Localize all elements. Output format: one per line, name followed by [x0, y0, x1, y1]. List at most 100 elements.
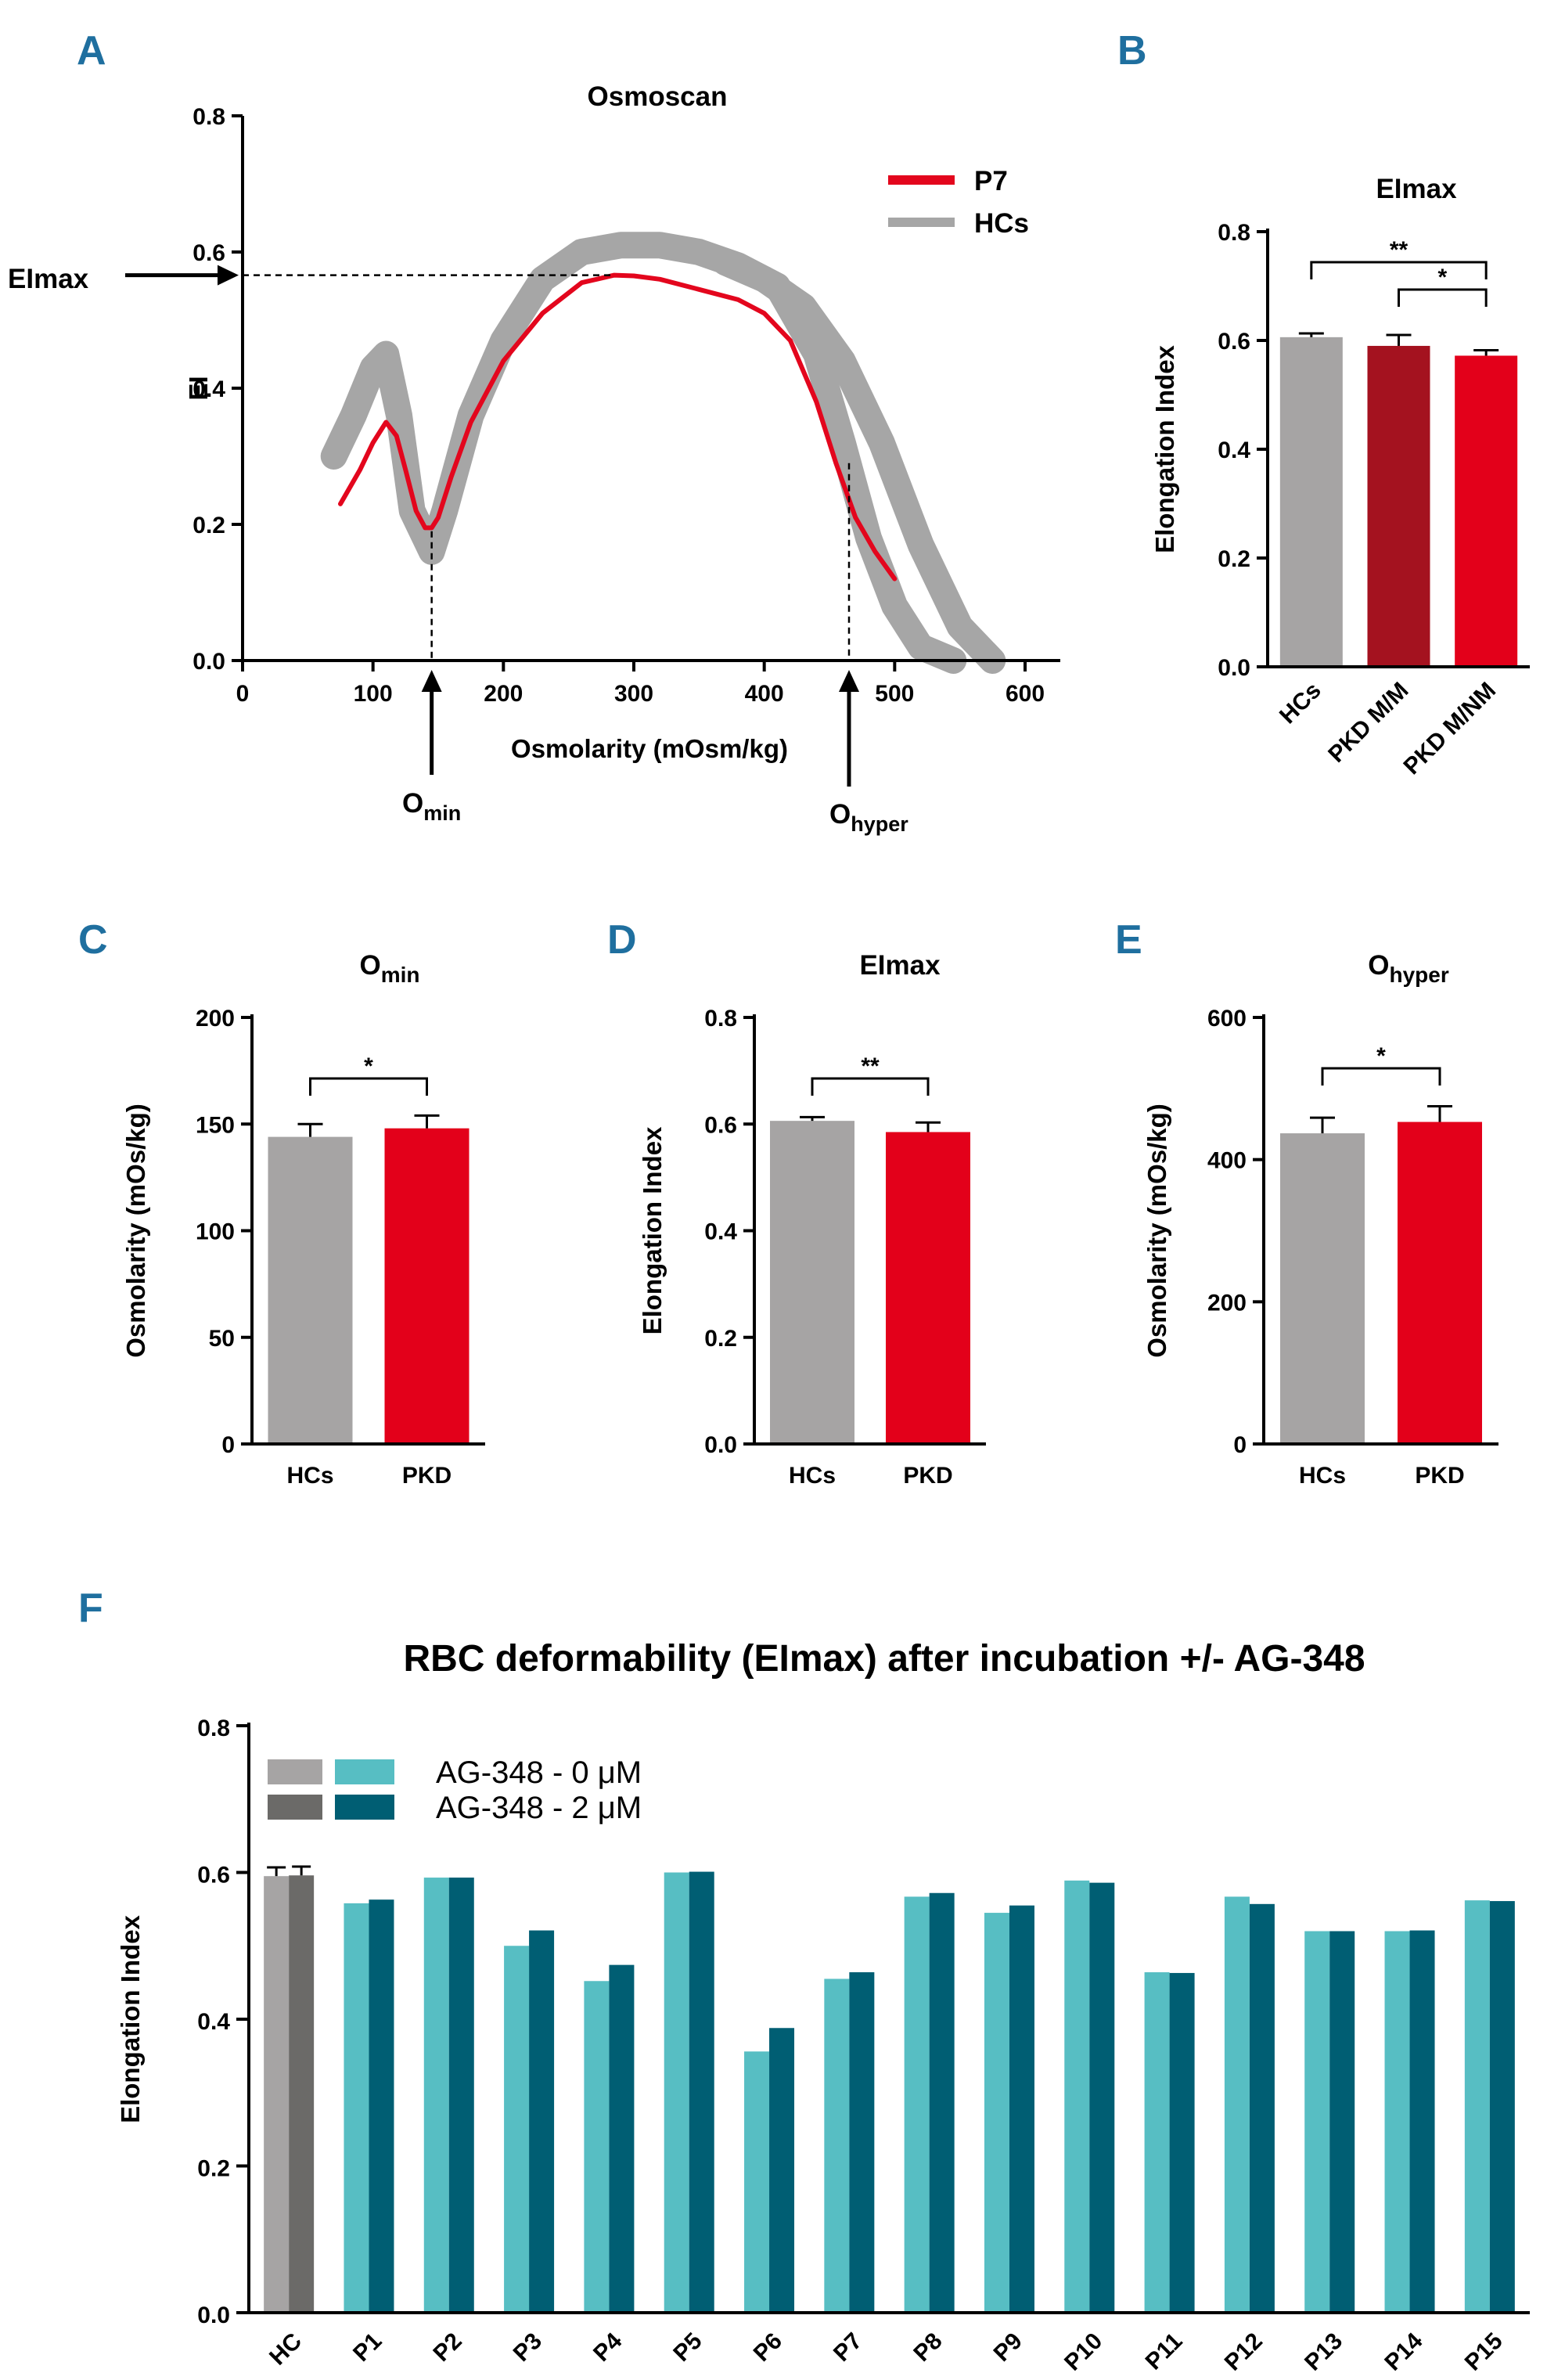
ohyper-arrow-head	[839, 670, 859, 692]
panel-d-y-tick-label: 0.8	[704, 1006, 737, 1032]
panel-e-significance-label: *	[1376, 1043, 1386, 1069]
panel-a-x-tick-label: 100	[354, 681, 393, 707]
panel-a-x-tick-label: 300	[614, 681, 653, 707]
legend-hcs-label: HCs	[974, 208, 1029, 239]
panel-f-bar-hc-0um	[264, 1876, 290, 2313]
panel-e-x-tick-label: HCs	[1299, 1463, 1346, 1489]
panel-c-x-tick-label: PKD	[402, 1463, 452, 1489]
omin-arrow-head	[421, 670, 442, 692]
panel-b-y-tick-label: 0.6	[1218, 329, 1250, 355]
panel-f-bar-p14-0um	[1384, 1931, 1410, 2313]
panel-f-bar-p13-2um	[1329, 1931, 1355, 2313]
panel-f-bar-p3-0um	[504, 1946, 530, 2313]
panel-f-y-tick-label: 0.4	[197, 2009, 230, 2035]
panel-c-label: C	[78, 917, 108, 963]
panel-f-y-tick-label: 0.6	[197, 1863, 230, 1889]
panel-c-y-tick-label: 150	[196, 1112, 235, 1138]
panel-f-y-tick-label: 0.0	[197, 2303, 230, 2328]
panel-f-bar-p3-2um	[529, 1930, 555, 2313]
panel-a-title: Osmoscan	[588, 81, 728, 112]
elmax-annotation-label: EImax	[8, 264, 89, 294]
panel-d-axes	[753, 1014, 986, 1446]
panel-e-x-tick-label: PKD	[1415, 1463, 1464, 1489]
panel-d-x-tick-label: PKD	[903, 1463, 952, 1489]
panel-f-legend-patient-swatch	[335, 1795, 394, 1820]
panel-f: F RBC deformability (EImax) after incuba…	[78, 1586, 1530, 2376]
panel-f-bar-hc-2um	[289, 1875, 315, 2313]
panel-c: C Omin 0 50 100 150 200 HCs PKD * Osmolarity (mOs…	[78, 917, 485, 1489]
panel-d-significance-label: **	[861, 1053, 880, 1079]
panel-a-x-label: Osmolarity (mOsm/kg)	[511, 734, 788, 763]
panel-c-title: Omin	[359, 950, 419, 987]
panel-b-y-label: Elongation Index	[1150, 344, 1179, 553]
hcs-line	[711, 249, 1006, 674]
panel-f-bar-p12-0um	[1224, 1896, 1250, 2313]
panel-a-x-tick-label: 500	[875, 681, 914, 707]
panel-d-y-tick-label: 0.2	[704, 1326, 737, 1352]
panel-f-bar-p5-2um	[689, 1871, 714, 2313]
panel-b-y-tick-label: 0.2	[1218, 546, 1250, 572]
panel-e-title: Ohyper	[1368, 950, 1449, 987]
panel-d: D EImax 0.0 0.2 0.4 0.6 0.8 HCs PKD ** Elongation…	[607, 917, 986, 1489]
panel-f-legend-patient-swatch	[335, 1759, 394, 1784]
panel-f-bar-p13-0um	[1304, 1931, 1330, 2313]
panel-e-y-tick-label: 600	[1207, 1006, 1247, 1032]
panel-c-plot: Omin 0 50 100 150 200 HCs PKD * Osmolarity (mOs/k…	[121, 950, 485, 1489]
panel-d-y-tick-label: 0.6	[704, 1112, 737, 1138]
panel-e-bar-hcs	[1280, 1133, 1365, 1444]
panel-a-x-ticks: 0 100 200 300 400 500 600	[236, 661, 1045, 707]
panel-f-bar-p1-0um	[344, 1903, 369, 2313]
panel-f-bar-p11-0um	[1144, 1972, 1170, 2313]
panel-d-y-tick-label: 0.0	[704, 1432, 737, 1458]
legend-p7-label: P7	[974, 166, 1008, 196]
panel-f-bar-p10-0um	[1064, 1880, 1090, 2313]
panel-a-label: A	[77, 28, 106, 74]
panel-f-y-tick-label: 0.2	[197, 2156, 230, 2182]
panel-d-plot: EImax 0.0 0.2 0.4 0.6 0.8 HCs PKD ** Elongation I…	[638, 950, 986, 1489]
panel-f-bar-p8-2um	[929, 1892, 955, 2313]
panel-d-title: EImax	[859, 950, 941, 981]
panel-a-annotations: EImax Omin Ohyper	[8, 264, 908, 836]
panel-f-legend-label: AG-348 - 0 μM	[436, 1755, 642, 1790]
panel-b-title: EImax	[1376, 174, 1457, 204]
panel-f-legend-label: AG-348 - 2 μM	[436, 1791, 642, 1825]
panel-c-y-label: Osmolarity (mOs/kg)	[121, 1104, 150, 1358]
panel-f-axes	[247, 1723, 1530, 2314]
panel-f-bar-p1-2um	[369, 1899, 394, 2313]
panel-f-bar-p15-2um	[1489, 1901, 1515, 2313]
omin-annotation-label: Omin	[402, 788, 461, 825]
panel-b-bar-pkd-m-m	[1367, 345, 1430, 667]
panel-f-bar-p2-2um	[448, 1878, 474, 2313]
panel-b-y-tick-label: 0.0	[1218, 655, 1250, 681]
panel-c-y-tick-label: 50	[209, 1326, 235, 1352]
hcs-line	[320, 232, 967, 674]
panel-f-bar-p9-2um	[1009, 1905, 1034, 2313]
panel-f-bar-p11-2um	[1169, 1972, 1195, 2313]
panel-f-bar-p12-2um	[1249, 1903, 1275, 2313]
panel-a-x-tick-label: 400	[745, 681, 784, 707]
panel-f-bar-p5-0um	[664, 1872, 689, 2313]
panel-f-y-label: Elongation Index	[116, 1914, 145, 2123]
panel-e-label: E	[1115, 917, 1142, 963]
panel-d-y-label: Elongation Index	[638, 1126, 667, 1334]
panel-c-axes	[250, 1014, 485, 1446]
panel-f-bar-p2-0um	[423, 1878, 449, 2313]
panel-f-bar-p14-2um	[1409, 1930, 1435, 2313]
panel-f-bar-p15-0um	[1464, 1900, 1490, 2313]
panel-b-significance-label: **	[1390, 237, 1408, 263]
panel-b-bar-hcs	[1279, 337, 1343, 667]
p7-line	[338, 272, 898, 581]
panel-d-y-tick-label: 0.4	[704, 1219, 737, 1245]
panel-c-y-tick-label: 0	[221, 1432, 235, 1458]
panel-e-y-label: Osmolarity (mOs/kg)	[1142, 1104, 1171, 1358]
panel-c-y-tick-label: 200	[196, 1006, 235, 1032]
panel-f-y-tick-label: 0.8	[197, 1716, 230, 1741]
panel-f-bar-p7-0um	[824, 1979, 850, 2313]
panel-a-y-label: EI	[184, 376, 213, 400]
panel-d-bar-pkd	[886, 1132, 970, 1444]
panel-c-y-tick-label: 100	[196, 1219, 235, 1245]
panel-f-bar-p4-2um	[609, 1964, 635, 2313]
elmax-arrow-head	[218, 265, 239, 286]
panel-a-x-tick-label: 0	[236, 681, 250, 707]
panel-e-axes	[1262, 1014, 1498, 1446]
